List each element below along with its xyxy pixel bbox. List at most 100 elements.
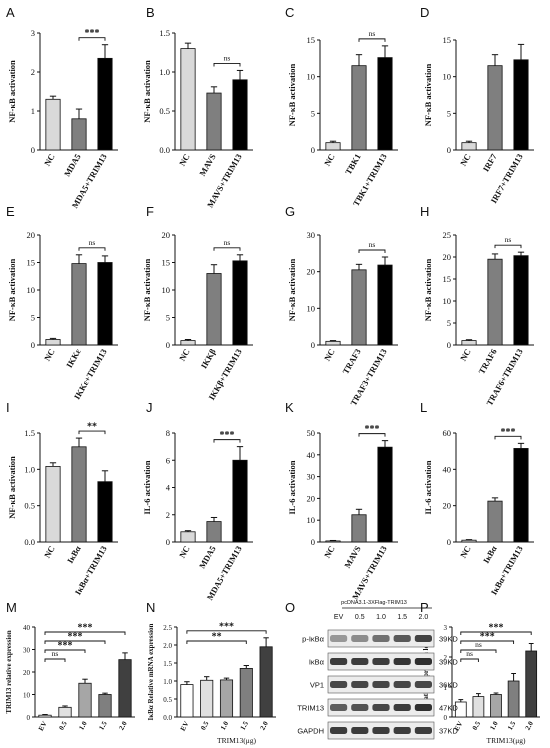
y-tick-label: 0 (166, 537, 170, 547)
y-tick-label: 0.0 (159, 145, 170, 155)
bar-NC (325, 142, 341, 151)
wb-band (351, 681, 369, 688)
y-tick-label: 0.5 (24, 501, 35, 511)
y-tick-label: 40 (307, 450, 316, 460)
wb-size-label: 36KD (439, 681, 458, 690)
wb-band (393, 658, 411, 665)
y-tick-label: 0.5 (159, 106, 170, 116)
wb-band (330, 681, 348, 688)
category-label: 1.5 (239, 720, 251, 732)
significance-label: ns (224, 53, 231, 62)
bar-NC (461, 539, 477, 543)
y-axis-title: NF-κB activation (287, 258, 297, 321)
significance-bracket (460, 658, 479, 662)
bar-TRAF6+TRIM13 (513, 255, 529, 346)
significance-bracket (213, 247, 241, 251)
bar-TRAF3+TRIM13 (377, 264, 393, 346)
y-axis-title: NF-κB activation (7, 456, 17, 519)
category-label: MAVS (197, 152, 218, 178)
bar-TRAF3 (351, 269, 367, 346)
category-label: 1.0 (219, 720, 231, 732)
significance-label: *** (85, 28, 100, 39)
y-axis-title: IκBα Relative mRNA expression (147, 623, 155, 720)
significance-bracket (78, 37, 106, 41)
y-tick-label: 1.0 (159, 67, 170, 77)
significance-label: ns (369, 29, 376, 38)
panel-label-p: P (420, 600, 429, 615)
y-tick-label: 2.0 (163, 642, 172, 650)
significance-label: *** (480, 632, 495, 643)
wb-band (414, 727, 432, 734)
y-tick-label: 20 (307, 493, 316, 503)
bar-NC (461, 340, 477, 346)
y-tick-label: 0 (447, 340, 451, 350)
wb-lane-label: EV (334, 614, 344, 621)
significance-label: ns (466, 649, 473, 658)
significance-label: *** (219, 621, 234, 632)
y-tick-label: 3 (444, 624, 448, 632)
wb-band (393, 635, 411, 642)
y-tick-label: 30 (307, 230, 316, 240)
bar-0.5 (58, 706, 72, 718)
panel-label-o: O (285, 600, 295, 615)
significance-label: ** (87, 422, 97, 433)
bar-IKKε (71, 263, 87, 346)
y-tick-label: 0.0 (163, 714, 172, 722)
wb-band (351, 658, 369, 665)
y-tick-label: 50 (307, 428, 316, 438)
y-tick-label: 5 (447, 318, 451, 328)
y-tick-label: 0 (311, 340, 315, 350)
wb-band (372, 635, 390, 642)
category-label: 0.5 (57, 720, 69, 732)
y-tick-label: 10 (443, 296, 452, 306)
category-label: NC (42, 544, 57, 560)
y-tick-label: 25 (443, 230, 452, 240)
wb-band (393, 704, 411, 711)
y-tick-label: 0.5 (163, 696, 172, 704)
y-axis-title: NF-κB activation (287, 63, 297, 126)
wb-protein-label: GAPDH (297, 727, 324, 736)
chart-p: 0 1 2 3 Relative expression levels EV 0.5 1.0 1.… (422, 623, 540, 745)
wb-size-label: 39KD (439, 658, 458, 667)
y-axis-title: IL-6 activation (423, 460, 433, 514)
panel-label-f: F (146, 204, 154, 219)
y-tick-label: 15 (27, 258, 36, 268)
y-axis-title: NF-κB activation (423, 63, 433, 126)
significance-bracket (186, 640, 247, 644)
bar-1.5 (98, 694, 112, 718)
y-tick-label: 0 (311, 145, 315, 155)
category-label: IκBα (65, 544, 83, 565)
category-label: NC (458, 152, 473, 168)
bar-MAVS+TRIM13 (232, 79, 248, 151)
bar-NC (180, 340, 196, 346)
y-tick-label: 1.0 (163, 678, 172, 686)
y-tick-label: 10 (307, 515, 316, 525)
category-label: 0.5 (471, 720, 483, 732)
y-tick-label: 1.0 (24, 464, 35, 474)
y-tick-label: 5 (311, 108, 315, 118)
significance-bracket (213, 62, 241, 67)
y-tick-label: 2 (31, 67, 35, 77)
bar-IKKβ (206, 273, 222, 346)
significance-label: *** (220, 430, 235, 441)
significance-label: ns (224, 238, 231, 247)
y-tick-label: 1 (31, 106, 35, 116)
y-tick-label: 0.0 (24, 537, 35, 547)
wb-band (414, 635, 432, 642)
y-axis-title: TRIM13 relative expression (5, 630, 13, 713)
wb-protein-label: TRIM13 (297, 704, 324, 713)
panel-label-e: E (6, 204, 15, 219)
significance-label: ns (475, 640, 482, 649)
bar-2.0 (118, 659, 132, 718)
bar-0.5 (200, 679, 214, 718)
category-label: TRAF3 (340, 347, 362, 376)
y-axis-title: NF-κB activation (7, 258, 17, 321)
category-label: IκBα (481, 544, 499, 565)
y-axis-title: NF-κB activation (142, 60, 152, 123)
significance-label: *** (58, 641, 73, 652)
